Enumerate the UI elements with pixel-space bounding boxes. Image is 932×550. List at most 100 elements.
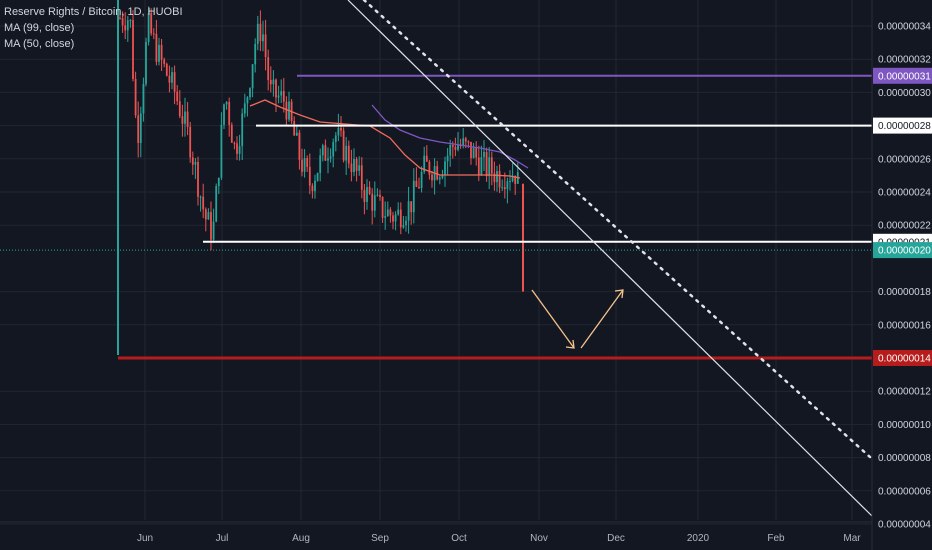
candle-body (399, 209, 402, 228)
candle-body (308, 166, 311, 186)
x-tick-label: Aug (292, 533, 310, 544)
candle-body (199, 196, 202, 198)
x-tick-label: Dec (607, 533, 625, 544)
candle-body (503, 187, 506, 190)
candle-body (158, 44, 160, 62)
candle-body (451, 145, 454, 147)
candle-body (321, 145, 324, 156)
price-badges: 0.000000310.000000280.000000210.00000020… (873, 67, 932, 366)
chart-title[interactable]: Reserve Rights / Bitcoin, 1D, HUOBI (4, 6, 183, 18)
price-badge-bg (873, 350, 932, 366)
candle-body (316, 172, 319, 181)
candle-body (152, 33, 155, 35)
candle-body (410, 201, 413, 213)
candle-body (467, 141, 470, 143)
candle-body (189, 126, 192, 158)
candle-body (470, 141, 472, 159)
candle-body (477, 157, 480, 175)
y-tick-label: 0.00000026 (878, 154, 931, 165)
candle-body (386, 209, 389, 217)
y-tick-label: 0.00000030 (878, 88, 931, 99)
candle-body (126, 20, 129, 31)
arrow-down (531, 289, 575, 349)
candle-body (483, 152, 485, 158)
candle-body (303, 158, 306, 172)
price-badge-bg (873, 117, 932, 134)
candle-body (475, 147, 478, 158)
candle-body (285, 101, 288, 120)
candle-body (225, 102, 228, 105)
candle-body (204, 209, 207, 220)
candle-body (293, 120, 296, 136)
candle-body (212, 221, 215, 240)
candle-body (155, 33, 158, 62)
candle-body (220, 124, 223, 178)
candle-body (194, 162, 197, 165)
candle-body (358, 165, 361, 171)
candle-body (272, 79, 275, 85)
candle-body (160, 44, 163, 60)
candle-body (210, 212, 212, 240)
arrow-down-head (565, 339, 575, 349)
candle-body (137, 115, 140, 143)
candle-body (178, 101, 181, 117)
candle-body (165, 63, 168, 76)
candle-body (241, 113, 244, 147)
candle-body (360, 165, 363, 190)
candle-body (267, 57, 270, 80)
candle-body (132, 20, 134, 79)
time-axis[interactable]: Jun Jul Aug Sep Oct Nov Dec 2020 Feb Mar (0, 521, 872, 544)
candle-body (275, 79, 277, 98)
candle-body (379, 194, 381, 197)
trendline-solid (347, 0, 873, 517)
candle-body (129, 20, 132, 22)
candle-body (254, 43, 257, 65)
y-tick-label: 0.00000018 (878, 287, 931, 298)
candle-body (415, 180, 418, 187)
y-tick-label: 0.00000034 (878, 22, 931, 33)
candle-body (355, 158, 358, 171)
candle-body (501, 187, 504, 189)
candle-body (444, 161, 446, 175)
candle-body (342, 130, 345, 161)
y-tick-label: 0.00000010 (878, 420, 931, 431)
candle-body (381, 196, 384, 218)
x-tick-label: Feb (767, 533, 785, 544)
price-badge: 0.00000014 (873, 350, 932, 366)
candle-body (412, 180, 415, 213)
candle-body (446, 155, 449, 162)
candle-body (184, 111, 186, 124)
candle-body (314, 180, 316, 192)
candle-body (397, 209, 400, 215)
x-tick-label: Sep (371, 533, 389, 544)
candle-body (490, 157, 493, 174)
candle-body (256, 23, 259, 44)
candle-body (332, 141, 335, 157)
y-tick-label: 0.00000022 (878, 221, 931, 232)
candle-body (347, 145, 350, 164)
price-badge: 0.00000028 (873, 117, 932, 134)
ma99-legend[interactable]: MA (99, close) (4, 22, 75, 34)
candle-body (246, 97, 249, 104)
price-badge-label: 0.00000020 (878, 246, 931, 257)
candle-body (277, 95, 280, 98)
candle-body (150, 13, 153, 34)
candle-body (373, 195, 376, 211)
candle-body (306, 158, 309, 167)
candle-body (124, 25, 127, 31)
price-badge-label: 0.00000031 (878, 71, 931, 82)
candle-body (384, 216, 387, 218)
ma50-legend[interactable]: MA (50, close) (4, 38, 75, 50)
candle-body (147, 13, 150, 42)
legend: Reserve Rights / Bitcoin, 1D, HUOBI MA (… (4, 4, 183, 52)
candle-body (215, 185, 218, 222)
candle-body (173, 72, 176, 92)
candle-body (418, 186, 420, 189)
candle-body (280, 91, 283, 96)
candle-body (371, 193, 374, 211)
candle-body (449, 145, 452, 156)
price-badge-bg (873, 242, 932, 259)
candle-body (441, 174, 444, 178)
